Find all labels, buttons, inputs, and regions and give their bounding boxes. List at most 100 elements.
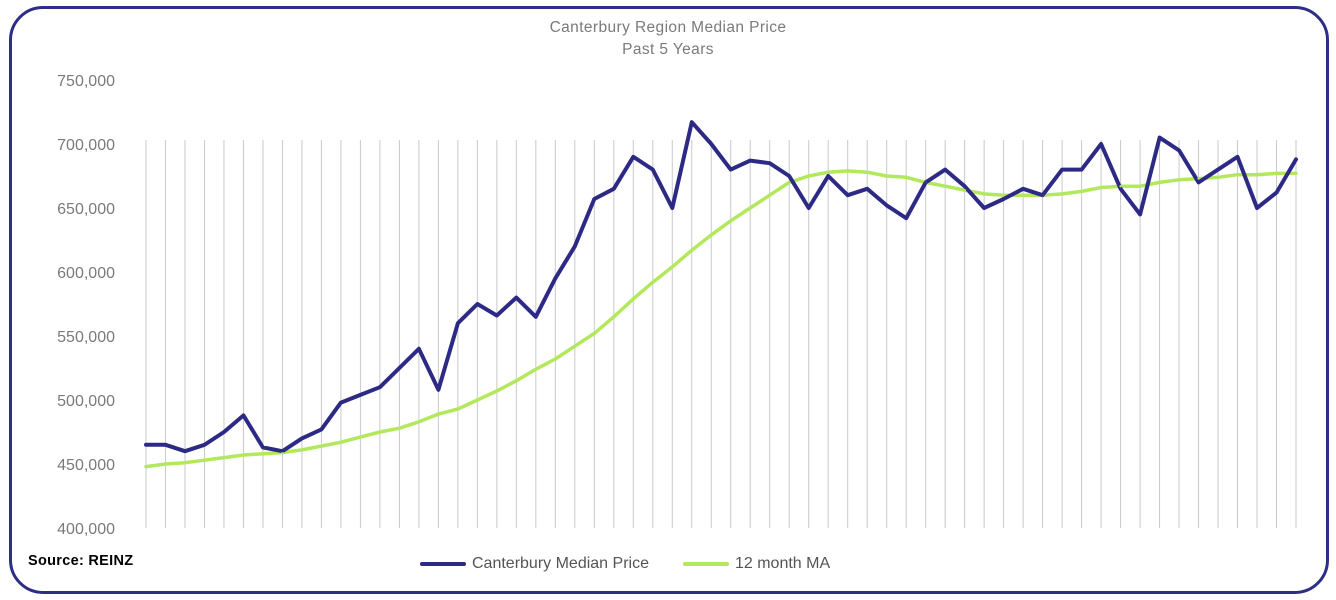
data-point-median-price (183, 450, 187, 453)
data-point-moving-average (1158, 181, 1161, 184)
data-point-median-price (554, 277, 557, 280)
data-point-median-price (261, 446, 265, 449)
data-point-moving-average (359, 435, 362, 439)
data-point-moving-average (1197, 177, 1200, 180)
data-point-moving-average (807, 174, 810, 178)
legend-label-median-price: Canterbury Median Price (472, 555, 649, 572)
data-point-moving-average (982, 192, 986, 196)
data-point-moving-average (846, 169, 849, 173)
source-note: Source: REINZ (28, 553, 134, 569)
data-point-moving-average (612, 315, 615, 318)
data-point-moving-average (300, 448, 304, 452)
data-point-moving-average (417, 420, 421, 423)
data-point-median-price (1041, 194, 1044, 197)
data-point-moving-average (1216, 176, 1220, 179)
series-line-moving-average (144, 169, 1298, 469)
data-point-moving-average (593, 332, 596, 335)
data-point-moving-average (690, 249, 693, 252)
data-point-moving-average (261, 452, 265, 455)
data-point-median-price (573, 245, 577, 248)
data-point-median-price (1275, 191, 1278, 194)
legend-item-moving-average: 12 month MA (682, 555, 830, 573)
data-point-median-price (1255, 206, 1259, 210)
data-point-moving-average (671, 265, 674, 269)
data-point-median-price (1002, 197, 1005, 201)
data-point-moving-average (885, 174, 888, 178)
data-point-median-price (476, 302, 479, 306)
legend-swatch-median-price (420, 562, 466, 566)
data-point-moving-average (1275, 172, 1278, 175)
y-tick-label: 450,000 (57, 457, 115, 474)
data-point-median-price (963, 185, 966, 188)
data-point-median-price (320, 428, 323, 431)
data-point-median-price (1099, 142, 1103, 146)
data-point-moving-average (963, 188, 966, 192)
y-tick-label: 500,000 (57, 393, 115, 410)
data-point-median-price (1158, 136, 1161, 139)
data-point-median-price (1177, 149, 1181, 152)
data-point-moving-average (1002, 194, 1005, 197)
data-point-median-price (729, 168, 732, 171)
data-point-median-price (1080, 168, 1083, 171)
data-point-moving-average (865, 170, 869, 174)
legend-swatch-moving-average (682, 562, 729, 566)
data-point-median-price (437, 388, 440, 391)
data-point-median-price (846, 194, 849, 197)
data-point-median-price (924, 181, 927, 184)
data-point-moving-average (1138, 185, 1142, 188)
data-point-median-price (982, 206, 986, 210)
data-point-median-price (281, 450, 284, 453)
data-point-moving-average (144, 465, 148, 468)
y-tick-label: 650,000 (57, 201, 115, 218)
data-point-median-price (671, 206, 674, 210)
data-point-median-price (534, 315, 538, 318)
data-point-moving-average (515, 379, 518, 382)
data-point-moving-average (749, 206, 752, 210)
data-point-moving-average (904, 176, 908, 179)
data-point-moving-average (476, 398, 479, 402)
data-point-moving-average (1099, 186, 1103, 189)
data-point-median-price (690, 121, 693, 124)
data-point-median-price (1119, 187, 1122, 190)
data-point-median-price (1294, 158, 1298, 161)
y-tick-label: 700,000 (57, 137, 115, 154)
data-point-moving-average (768, 194, 771, 197)
data-point-moving-average (1255, 173, 1259, 176)
data-point-median-price (398, 366, 401, 370)
data-point-median-price (359, 393, 362, 397)
data-point-median-price (378, 386, 382, 389)
data-point-moving-average (398, 426, 401, 430)
data-point-moving-average (242, 453, 245, 457)
data-point-moving-average (1080, 190, 1083, 193)
data-point-median-price (1216, 168, 1220, 171)
data-point-moving-average (164, 462, 167, 466)
data-point-moving-average (437, 412, 440, 416)
data-point-moving-average (339, 441, 343, 444)
y-tick-label: 600,000 (57, 265, 115, 282)
series-line-median-price (144, 120, 1298, 454)
legend-item-median-price: Canterbury Median Price (420, 555, 649, 573)
legend: Canterbury Median Price 12 month MA (420, 555, 864, 573)
data-point-moving-average (788, 181, 791, 184)
data-point-moving-average (1021, 194, 1025, 197)
data-point-median-price (1197, 181, 1200, 184)
y-tick-label: 400,000 (57, 521, 115, 538)
data-point-median-price (632, 155, 635, 158)
chart-card (9, 6, 1329, 594)
data-point-median-price (242, 414, 245, 417)
data-point-median-price (456, 322, 460, 325)
data-point-median-price (865, 187, 869, 190)
data-point-median-price (612, 187, 615, 190)
data-point-median-price (495, 314, 499, 317)
data-point-moving-average (554, 357, 557, 361)
data-point-moving-average (1060, 192, 1064, 196)
data-point-moving-average (827, 170, 830, 174)
data-point-moving-average (573, 345, 577, 348)
data-point-median-price (807, 206, 810, 210)
data-point-median-price (651, 168, 654, 171)
data-point-moving-average (1177, 178, 1181, 182)
data-point-moving-average (651, 281, 654, 284)
data-point-moving-average (534, 368, 538, 371)
data-point-median-price (904, 217, 908, 220)
